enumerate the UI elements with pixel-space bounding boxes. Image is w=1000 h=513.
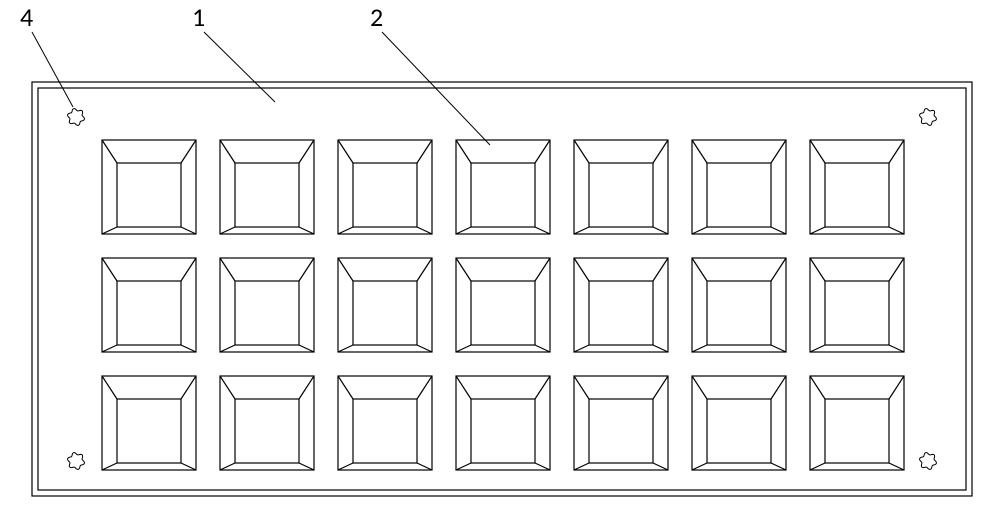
callout-label: 2: [370, 1, 383, 33]
canvas-background: [0, 0, 1000, 513]
callout-label: 1: [192, 1, 205, 33]
callout-label: 4: [20, 1, 33, 33]
